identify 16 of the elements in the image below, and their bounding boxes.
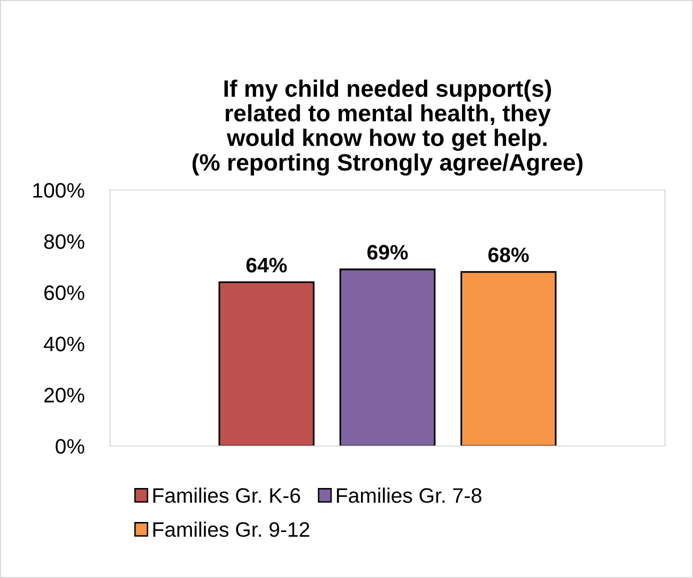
- bar: [460, 271, 556, 446]
- y-tick-label: 60%: [44, 285, 84, 300]
- data-label: 68%: [488, 247, 529, 262]
- chart-title: If my child needed support(s) related to mental health, they would know how to get help. (% reporting Strongly agree/Agree): [192, 80, 582, 176]
- data-label: 69%: [367, 244, 408, 260]
- data-label: 64%: [246, 258, 287, 272]
- y-tick-label: 20%: [44, 388, 84, 403]
- y-tick-label: 0%: [56, 439, 84, 454]
- legend-label: Families Gr. 7-8: [336, 488, 482, 503]
- y-tick-label: 100%: [33, 183, 84, 198]
- legend-label: Families Gr. K-6: [153, 488, 300, 503]
- y-tick-label: 40%: [44, 336, 84, 352]
- bar: [218, 281, 315, 446]
- bar: [339, 268, 436, 446]
- y-tick-label: 80%: [44, 234, 84, 249]
- legend-label: Families Gr. 9-12: [153, 522, 310, 537]
